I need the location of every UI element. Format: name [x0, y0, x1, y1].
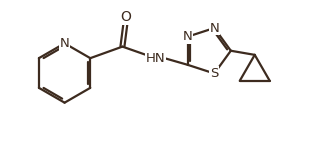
Text: S: S	[210, 67, 218, 80]
Text: N: N	[183, 30, 193, 43]
Text: O: O	[120, 10, 131, 24]
Text: N: N	[209, 21, 219, 34]
Text: HN: HN	[146, 52, 165, 65]
Text: N: N	[60, 37, 69, 50]
